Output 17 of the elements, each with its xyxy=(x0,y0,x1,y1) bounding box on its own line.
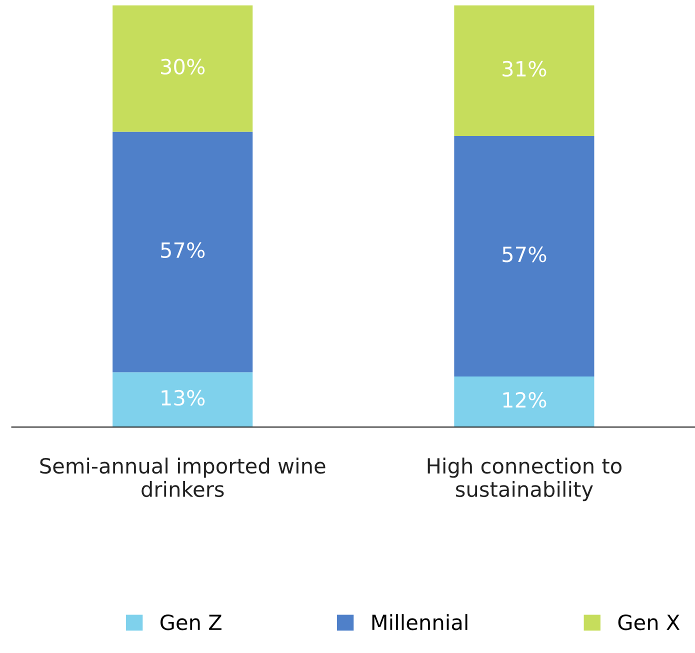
data-label: 30% xyxy=(161,58,205,75)
bar xyxy=(454,5,594,136)
data-label: 57% xyxy=(161,242,205,258)
data-label: 57% xyxy=(502,246,546,262)
x-tick-label: Semi-annual imported wine drinkers xyxy=(40,458,326,498)
data-label: 13% xyxy=(162,390,205,406)
bar xyxy=(112,132,253,372)
data-label: 12% xyxy=(503,392,546,408)
bar xyxy=(454,136,594,376)
legend-label: Gen Z xyxy=(160,614,222,630)
legend-label: Gen X xyxy=(618,614,680,630)
bar xyxy=(112,5,253,132)
bar xyxy=(454,376,594,428)
legend-label: Millennial xyxy=(372,614,468,630)
data-label: 31% xyxy=(502,60,546,77)
x-tick-label: High connection to sustainability xyxy=(428,458,622,502)
bar xyxy=(112,372,253,428)
